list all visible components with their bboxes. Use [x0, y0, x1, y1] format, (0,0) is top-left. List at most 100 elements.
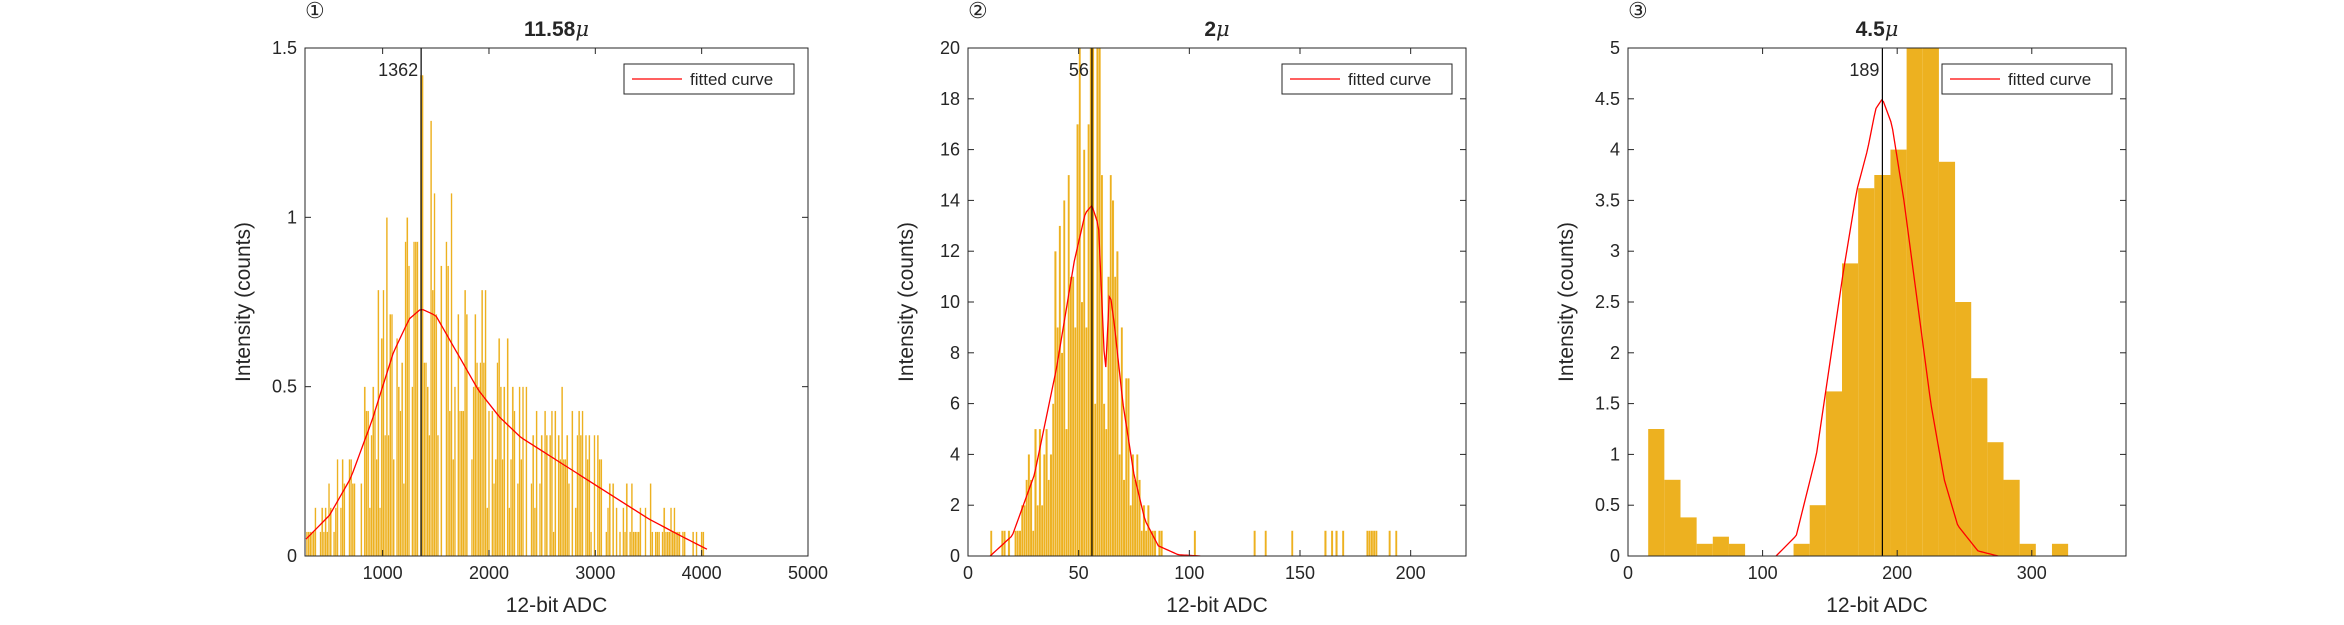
histogram-bar	[1324, 530, 1327, 556]
histogram-bar	[312, 531, 315, 556]
histogram-bar	[1029, 479, 1033, 556]
histogram-bar	[440, 265, 443, 556]
histogram-bar	[639, 507, 642, 556]
y-tick-label: 1.5	[272, 38, 297, 58]
histogram-bar	[481, 289, 484, 556]
histogram-bar	[1014, 530, 1017, 556]
x-tick-label: 100	[1174, 563, 1204, 583]
histogram-bar	[493, 483, 496, 556]
y-tick-label: 1	[287, 207, 297, 227]
histogram-bar	[1018, 530, 1022, 556]
histogram-bar	[654, 531, 657, 556]
y-tick-label: 0	[1610, 546, 1620, 566]
histogram-bar	[324, 507, 327, 556]
histogram-bar	[435, 314, 438, 556]
y-tick-label: 2	[950, 495, 960, 515]
y-axis-label: Intensity (counts)	[232, 222, 255, 382]
histogram-bar	[1395, 530, 1398, 556]
histogram-bar	[2019, 543, 2036, 556]
histogram-bar	[622, 507, 625, 556]
histogram-bar	[399, 410, 402, 556]
histogram-bar	[1047, 479, 1051, 556]
histogram-bar	[1160, 530, 1163, 556]
histogram-bar	[574, 507, 577, 556]
histogram-bar	[683, 531, 686, 556]
histogram-bar	[1129, 505, 1132, 556]
histogram-bar	[1696, 543, 1713, 556]
histogram-bar	[598, 459, 601, 556]
data-layer	[989, 48, 1398, 556]
plot-background	[305, 48, 808, 556]
histogram-bar	[1842, 263, 1859, 556]
histogram-bar	[1388, 530, 1391, 556]
histogram-bar	[544, 410, 547, 556]
histogram-bar	[1127, 378, 1130, 556]
legend-entry-label: fitted curve	[2008, 70, 2091, 89]
histogram-bar	[1147, 505, 1150, 556]
histogram-bar	[2051, 543, 2069, 556]
histogram-bar	[447, 265, 450, 556]
histogram-bar	[370, 434, 373, 556]
histogram-bar	[1051, 403, 1055, 556]
histogram-bar	[1370, 530, 1374, 556]
histogram-bar	[2003, 479, 2020, 556]
histogram-bar	[1330, 530, 1334, 556]
histogram-bar	[1149, 530, 1152, 556]
histogram-bar	[1087, 124, 1090, 556]
histogram-bar	[663, 507, 666, 556]
histogram-bar	[363, 386, 366, 556]
y-tick-label: 14	[940, 190, 960, 210]
histogram-bar	[1144, 530, 1148, 556]
histogram-bar	[414, 241, 417, 556]
histogram-bar	[670, 507, 673, 556]
histogram-bar	[1906, 48, 1923, 556]
histogram-bar	[584, 434, 587, 556]
histogram-bar	[636, 531, 638, 556]
histogram-bar	[373, 410, 376, 556]
histogram-bar	[431, 289, 434, 556]
histogram-bar	[552, 531, 555, 556]
histogram-bar	[1291, 530, 1294, 556]
histogram-bar	[593, 434, 596, 556]
y-tick-label: 3.5	[1595, 190, 1620, 210]
chart-panel-3: 189 0 100 200 300 0 0.5 1 1.5 2 2.5 3 3.5 4 4.5 5 12-bit…	[1555, 0, 2127, 617]
histogram-bar	[484, 289, 487, 556]
histogram-bar	[579, 434, 582, 556]
x-tick-label: 0	[963, 563, 973, 583]
chart-title-unit: μ	[1885, 17, 1899, 41]
histogram-bar	[377, 289, 380, 556]
histogram-bar	[1153, 530, 1157, 556]
histogram-bar	[525, 386, 528, 556]
histogram-bar	[1809, 505, 1826, 556]
histogram-bar	[656, 531, 659, 556]
histogram-bar	[612, 483, 615, 556]
histogram-bar	[1045, 428, 1048, 556]
y-tick-label: 1	[1610, 444, 1620, 464]
histogram-bar	[634, 531, 637, 556]
histogram-bar	[702, 531, 705, 556]
histogram-bar	[1140, 530, 1143, 556]
histogram-bar	[518, 386, 521, 556]
histogram-bar	[629, 531, 632, 556]
histogram-bar	[1825, 391, 1843, 556]
histogram-bar	[658, 531, 661, 556]
histogram-bar	[664, 531, 667, 556]
histogram-bar	[1375, 530, 1378, 556]
histogram-bar	[619, 531, 621, 556]
chart-title-value: 4.5	[1856, 18, 1886, 41]
legend-box	[1941, 63, 2113, 95]
histogram-bar	[671, 531, 674, 556]
histogram-bar	[681, 531, 684, 556]
histogram-bar	[678, 531, 681, 556]
histogram-bar	[464, 289, 467, 556]
histogram-bar	[326, 531, 329, 556]
histogram-bar	[336, 459, 339, 556]
histogram-bar	[1728, 543, 1746, 556]
y-tick-label: 3	[1610, 241, 1620, 261]
histogram-bar	[1058, 225, 1062, 556]
histogram-bar	[436, 434, 439, 556]
histogram-bar	[408, 265, 410, 556]
histogram-bar	[540, 434, 543, 556]
histogram-bar	[1158, 530, 1161, 556]
